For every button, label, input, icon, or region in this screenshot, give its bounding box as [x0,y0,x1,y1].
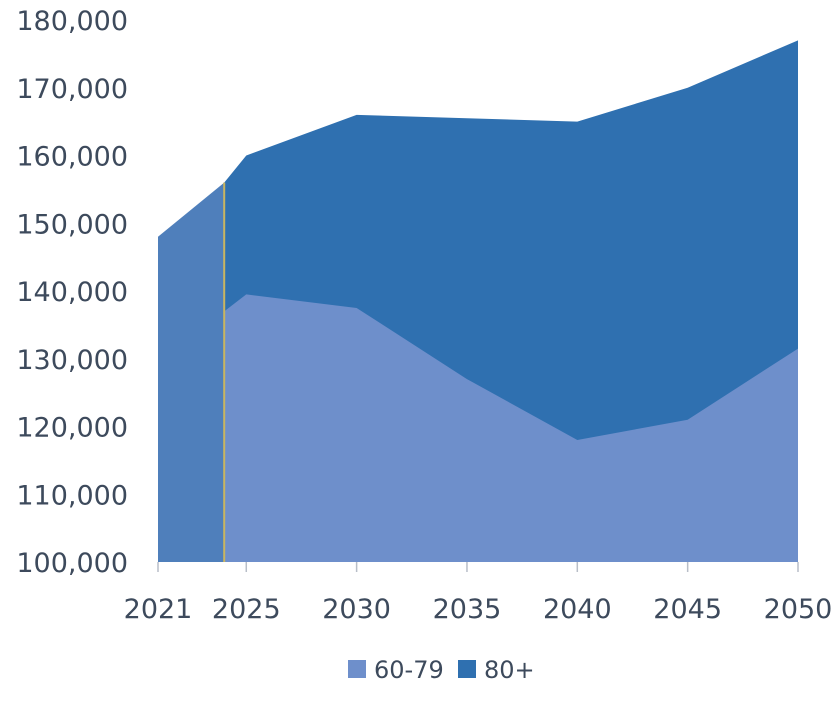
x-axis: 2021 2025 2030 2035 2040 2045 2050 [124,562,833,625]
y-tick-label: 170,000 [16,74,128,105]
y-tick-label: 140,000 [16,277,128,308]
y-tick-label: 130,000 [16,345,128,376]
y-tick-label: 110,000 [16,480,128,511]
x-tick-label: 2021 [124,594,193,625]
chart-areas [158,40,798,562]
x-tick-label: 2045 [653,594,722,625]
y-tick-label: 100,000 [16,548,128,579]
y-tick-label: 180,000 [16,6,128,37]
series-area-60-79 [224,294,798,562]
x-tick-label: 2040 [543,594,612,625]
highlight-area-2021-2024 [158,182,225,562]
y-tick-label: 160,000 [16,142,128,173]
x-tick-label: 2035 [433,594,502,625]
x-tick-label: 2050 [764,594,833,625]
y-axis: 100,000 110,000 120,000 130,000 140,000 150,0… [16,6,128,579]
legend-swatch [458,660,476,678]
legend-swatch [348,660,366,678]
legend-label: 60-79 [374,656,444,684]
y-tick-label: 150,000 [16,209,128,240]
y-tick-label: 120,000 [16,413,128,444]
x-tick-label: 2030 [322,594,391,625]
legend-label: 80+ [484,656,535,684]
x-tick-label: 2025 [212,594,281,625]
legend: 60-79 80+ [348,656,535,684]
